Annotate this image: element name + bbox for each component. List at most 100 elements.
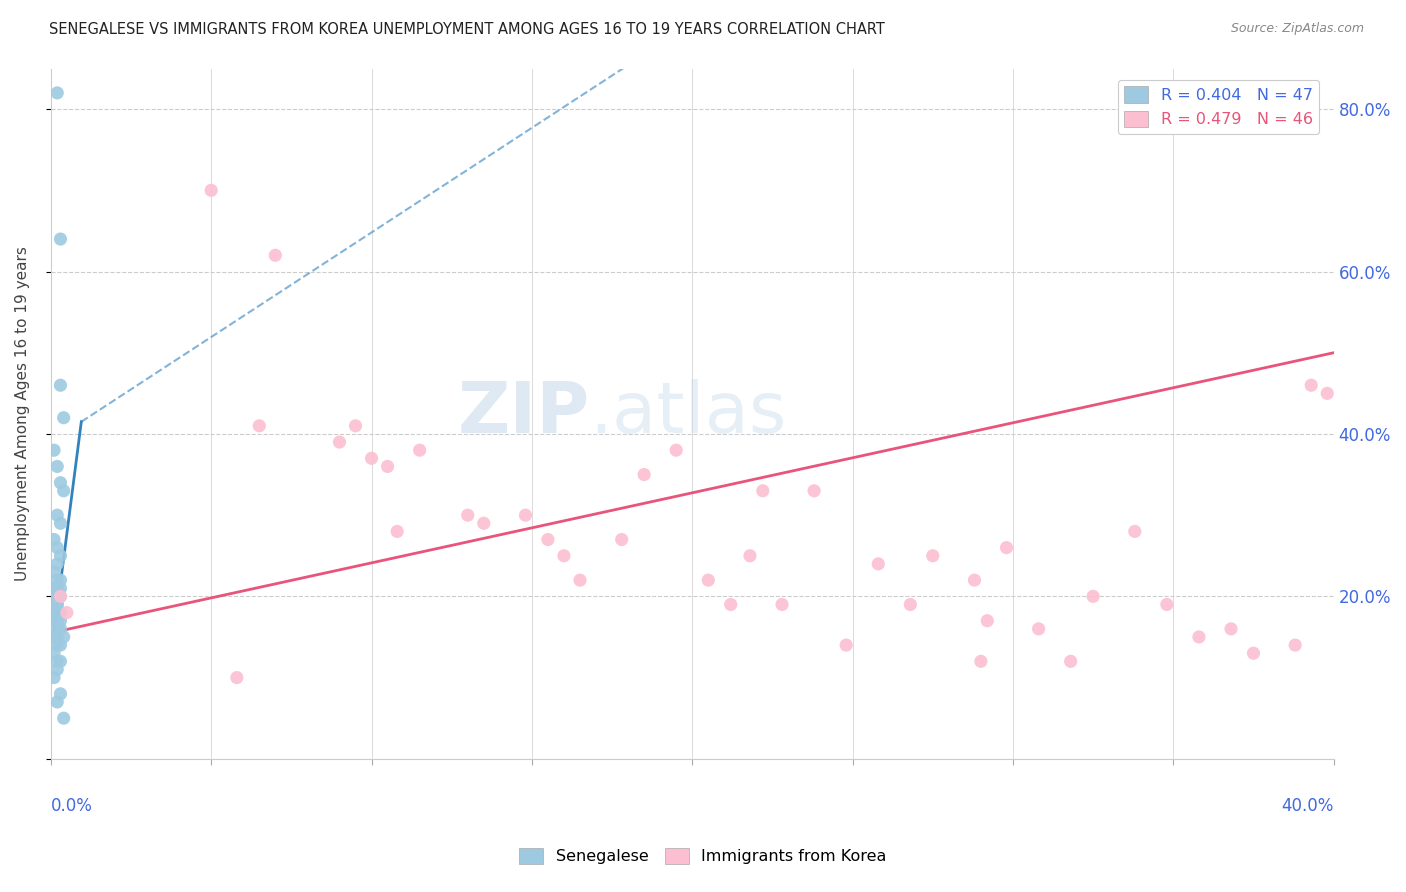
Point	[46, 86, 69, 100]
Point	[472, 516, 495, 531]
Legend: Senegalese, Immigrants from Korea: Senegalese, Immigrants from Korea	[513, 841, 893, 871]
Point	[665, 443, 688, 458]
Point	[970, 654, 993, 668]
Point	[720, 598, 742, 612]
Point	[46, 630, 69, 644]
Point	[697, 573, 720, 587]
Point	[803, 483, 825, 498]
Point	[976, 614, 998, 628]
Point	[56, 606, 79, 620]
Point	[49, 687, 72, 701]
Point	[1220, 622, 1243, 636]
Point	[610, 533, 633, 547]
Point	[835, 638, 858, 652]
Point	[42, 598, 65, 612]
Text: 0.0%: 0.0%	[51, 797, 93, 814]
Point	[46, 614, 69, 628]
Point	[46, 590, 69, 604]
Point	[49, 654, 72, 668]
Text: .atlas: .atlas	[589, 379, 787, 448]
Point	[457, 508, 479, 523]
Point	[921, 549, 943, 563]
Point	[49, 516, 72, 531]
Point	[770, 598, 793, 612]
Point	[42, 590, 65, 604]
Point	[49, 378, 72, 392]
Point	[42, 565, 65, 579]
Point	[738, 549, 761, 563]
Point	[42, 581, 65, 595]
Point	[898, 598, 921, 612]
Point	[52, 711, 75, 725]
Y-axis label: Unemployment Among Ages 16 to 19 years: Unemployment Among Ages 16 to 19 years	[15, 246, 30, 581]
Point	[1156, 598, 1178, 612]
Point	[408, 443, 430, 458]
Point	[344, 418, 367, 433]
Point	[46, 598, 69, 612]
Point	[1028, 622, 1050, 636]
Point	[1284, 638, 1306, 652]
Point	[42, 671, 65, 685]
Point	[377, 459, 399, 474]
Text: Source: ZipAtlas.com: Source: ZipAtlas.com	[1230, 22, 1364, 36]
Point	[328, 435, 350, 450]
Point	[46, 541, 69, 555]
Point	[49, 475, 72, 490]
Point	[49, 638, 72, 652]
Point	[963, 573, 986, 587]
Point	[52, 483, 75, 498]
Point	[42, 533, 65, 547]
Point	[360, 451, 382, 466]
Point	[1123, 524, 1146, 539]
Point	[1081, 590, 1104, 604]
Point	[247, 418, 270, 433]
Point	[49, 590, 72, 604]
Point	[46, 654, 69, 668]
Point	[42, 630, 65, 644]
Point	[46, 695, 69, 709]
Point	[1301, 378, 1323, 392]
Point	[52, 410, 75, 425]
Point	[46, 606, 69, 620]
Point	[1316, 386, 1339, 401]
Point	[46, 557, 69, 571]
Point	[515, 508, 537, 523]
Point	[42, 614, 65, 628]
Point	[633, 467, 655, 482]
Legend: R = 0.404   N = 47, R = 0.479   N = 46: R = 0.404 N = 47, R = 0.479 N = 46	[1118, 80, 1319, 134]
Text: 40.0%: 40.0%	[1281, 797, 1334, 814]
Point	[46, 638, 69, 652]
Point	[49, 614, 72, 628]
Point	[49, 622, 72, 636]
Point	[49, 606, 72, 620]
Text: ZIP: ZIP	[457, 379, 589, 448]
Point	[46, 622, 69, 636]
Point	[46, 598, 69, 612]
Point	[46, 663, 69, 677]
Point	[42, 646, 65, 660]
Point	[385, 524, 408, 539]
Point	[46, 581, 69, 595]
Point	[46, 459, 69, 474]
Point	[52, 630, 75, 644]
Point	[49, 590, 72, 604]
Point	[46, 508, 69, 523]
Point	[868, 557, 890, 571]
Point	[49, 232, 72, 246]
Point	[49, 573, 72, 587]
Point	[42, 443, 65, 458]
Point	[46, 573, 69, 587]
Point	[553, 549, 575, 563]
Point	[200, 183, 222, 197]
Point	[49, 549, 72, 563]
Point	[995, 541, 1018, 555]
Point	[1059, 654, 1081, 668]
Point	[569, 573, 592, 587]
Text: SENEGALESE VS IMMIGRANTS FROM KOREA UNEMPLOYMENT AMONG AGES 16 TO 19 YEARS CORRE: SENEGALESE VS IMMIGRANTS FROM KOREA UNEM…	[49, 22, 886, 37]
Point	[1188, 630, 1211, 644]
Point	[264, 248, 287, 262]
Point	[49, 581, 72, 595]
Point	[225, 671, 247, 685]
Point	[42, 606, 65, 620]
Point	[1243, 646, 1265, 660]
